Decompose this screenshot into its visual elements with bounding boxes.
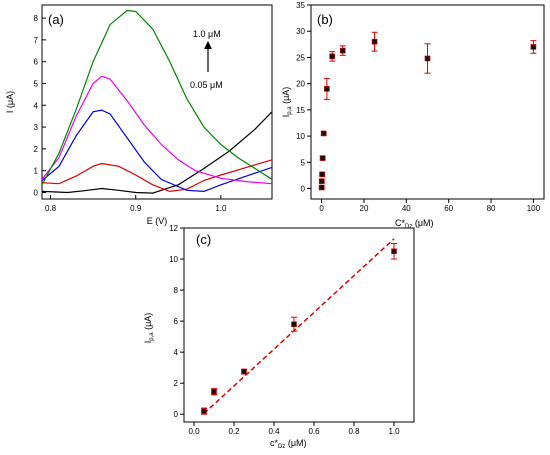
y-tick-label: 20 (296, 80, 305, 89)
data-point (318, 184, 325, 191)
panel-b-frame (310, 4, 545, 200)
y-tick-label: 8 (174, 286, 179, 295)
data-point (201, 408, 207, 414)
data-point (329, 53, 335, 60)
data-point (241, 368, 247, 375)
x-tick-label: 0.4 (268, 427, 280, 436)
data-point (320, 130, 327, 137)
x-tick-label: 80 (487, 204, 496, 213)
y-tick-label: 2 (34, 145, 39, 154)
voltammogram-line (42, 109, 272, 193)
voltammogram-line (42, 75, 272, 185)
data-point (319, 171, 325, 178)
panel-c: (c) c*Dz (μM) Ip,a (μA) 0.0 0.2 0.4 0.6 0.8 1… (143, 224, 415, 450)
y-tick-label: 12 (169, 224, 178, 233)
y-tick-label: 10 (296, 132, 305, 141)
linear-fit-line (203, 238, 395, 415)
panel-c-frame (183, 227, 415, 423)
x-tick-label: 0.0 (188, 427, 200, 436)
data-point (319, 178, 325, 184)
data-point (371, 38, 378, 45)
x-tick-label: 0.6 (308, 427, 320, 436)
y-tick-label: 35 (296, 1, 305, 10)
data-point (339, 47, 346, 54)
y-tick-label: 6 (174, 317, 179, 326)
data-point (211, 388, 217, 395)
y-tick-label: 4 (174, 348, 179, 357)
panel-b: (b) C*Dz (μM) Ip,a (μA) 0 20 40 60 80 100 0 5 10… (281, 1, 545, 230)
data-point (391, 248, 397, 255)
x-tick-label: 1.0 (215, 204, 227, 213)
panel-a: (a) E (V) I (μA) 1.0 μM 0.05 μM 0.8 0.9 1.… (5, 4, 273, 226)
y-tick-label: 2 (174, 379, 179, 388)
data-point (291, 321, 297, 328)
concentration-arrow-head (204, 41, 212, 49)
panel-b-xlabel: C*Dz (μM) (395, 218, 434, 230)
y-tick-label: 25 (296, 53, 305, 62)
data-point (530, 44, 537, 50)
voltammogram-line (42, 111, 272, 194)
voltammogram-line (42, 9, 272, 186)
y-tick-label: 30 (296, 27, 305, 36)
panel-b-ylabel: Ip,a (μA) (281, 87, 293, 118)
panel-b-label: (b) (317, 12, 333, 27)
y-tick-label: 8 (34, 14, 39, 23)
voltammogram-line (42, 159, 272, 193)
x-tick-label: 0.8 (348, 427, 360, 436)
x-tick-label: 20 (360, 204, 369, 213)
y-tick-label: 1 (34, 167, 39, 176)
y-tick-label: 10 (169, 255, 178, 264)
x-tick-label: 100 (527, 204, 541, 213)
panel-a-frame (41, 4, 273, 200)
y-tick-label: 15 (296, 106, 305, 115)
concentration-low-annotation: 0.05 μM (190, 80, 223, 90)
x-tick-label: 1.0 (388, 427, 400, 436)
y-tick-label: 7 (34, 36, 39, 45)
panel-a-xlabel: E (V) (147, 216, 168, 226)
y-tick-label: 5 (34, 79, 39, 88)
data-point (319, 155, 326, 161)
y-tick-label: 0 (174, 410, 179, 419)
x-tick-label: 0 (319, 204, 324, 213)
x-tick-label: 60 (444, 204, 453, 213)
panel-c-xlabel: c*Dz (μM) (270, 438, 307, 450)
y-tick-label: 3 (34, 123, 39, 132)
concentration-high-annotation: 1.0 μM (193, 29, 221, 39)
y-tick-label: 0 (34, 188, 39, 197)
panel-c-label: (c) (196, 232, 211, 247)
y-tick-label: 5 (301, 158, 306, 167)
panel-c-ylabel: Ip,a (μA) (143, 313, 155, 344)
data-point (324, 86, 330, 92)
x-tick-label: 0.2 (228, 427, 240, 436)
panel-a-ylabel: I (μA) (5, 91, 15, 113)
x-tick-label: 0.9 (130, 204, 142, 213)
y-tick-label: 6 (34, 58, 39, 67)
y-tick-label: 0 (301, 185, 306, 194)
data-point (424, 55, 431, 62)
panel-a-label: (a) (48, 12, 64, 27)
x-tick-label: 0.8 (45, 204, 57, 213)
y-tick-label: 4 (34, 101, 39, 110)
x-tick-label: 40 (402, 204, 411, 213)
